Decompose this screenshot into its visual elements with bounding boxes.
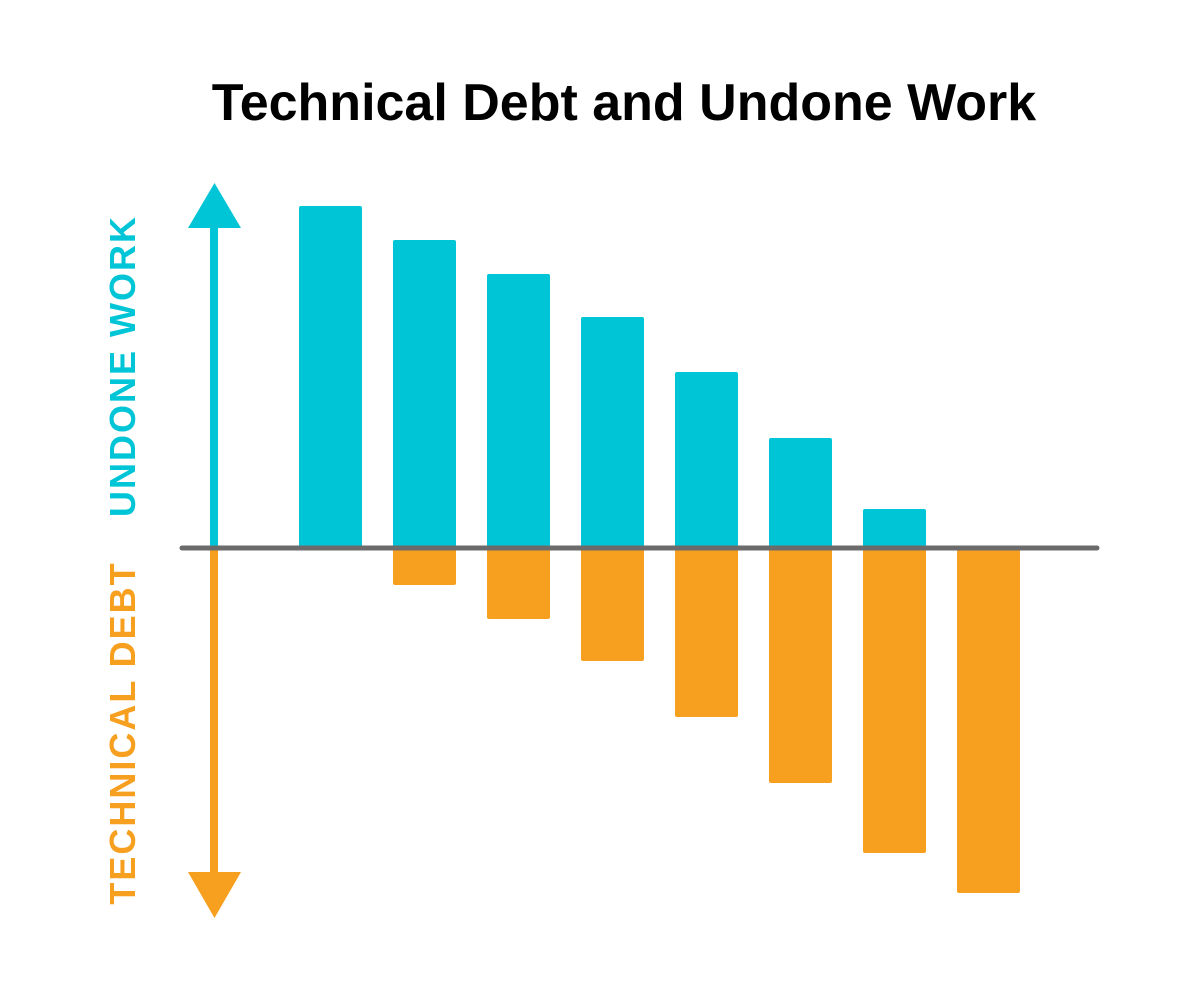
- bar: [299, 206, 362, 548]
- chart-title: Technical Debt and Undone Work: [212, 74, 1036, 132]
- y-axis-label-up: UNDONE WORK: [102, 215, 143, 517]
- bars: [299, 206, 1020, 893]
- bar: [393, 240, 456, 548]
- bar: [487, 548, 550, 619]
- bar: [581, 317, 644, 548]
- bar: [675, 548, 738, 717]
- bar: [675, 372, 738, 548]
- bar: [957, 548, 1020, 893]
- bar: [581, 548, 644, 661]
- bar: [863, 548, 926, 853]
- bar: [863, 509, 926, 548]
- bar: [487, 274, 550, 548]
- bar: [769, 438, 832, 548]
- up-arrow-head: [188, 183, 241, 228]
- bar: [769, 548, 832, 783]
- y-axis-label-down: TECHNICAL DEBT: [102, 561, 143, 904]
- down-arrow-head: [188, 872, 241, 918]
- bar: [393, 548, 456, 585]
